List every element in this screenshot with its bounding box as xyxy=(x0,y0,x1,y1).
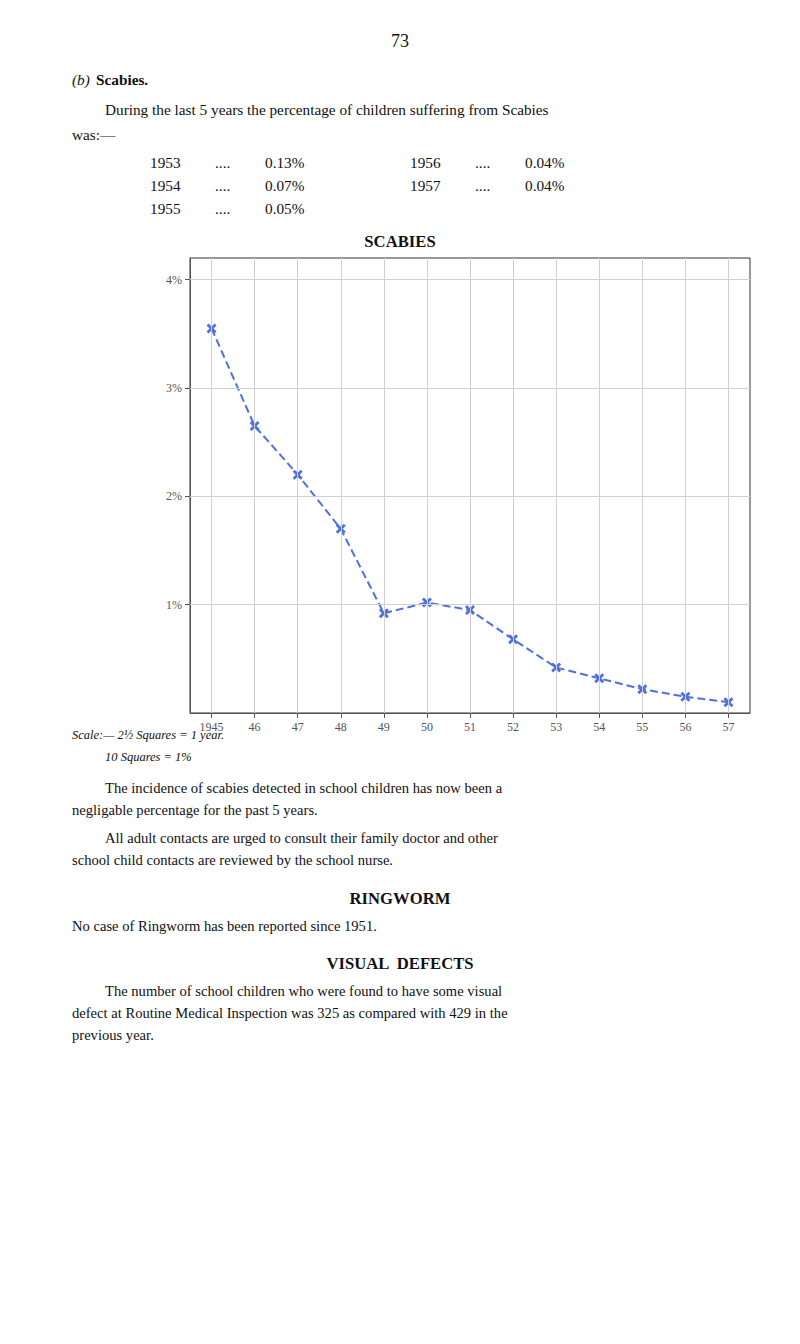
svg-text:0.07%: 0.07% xyxy=(265,177,305,194)
svg-text:No case of Ringworm has been r: No case of Ringworm has been reported si… xyxy=(72,918,377,934)
svg-text:1953: 1953 xyxy=(150,154,181,171)
svg-text:51: 51 xyxy=(464,720,476,734)
svg-text:56: 56 xyxy=(679,720,691,734)
svg-text:....: .... xyxy=(215,154,230,171)
svg-text:All adult contacts are urged t: All adult contacts are urged to consult … xyxy=(105,830,498,846)
svg-text:73: 73 xyxy=(391,31,409,51)
svg-text:(b): (b) xyxy=(72,71,90,89)
svg-text:1%: 1% xyxy=(166,598,182,612)
svg-text:Scabies.: Scabies. xyxy=(96,71,148,88)
svg-text:was:—: was:— xyxy=(72,126,116,143)
svg-text:10 Squares = 1%: 10 Squares = 1% xyxy=(105,750,192,764)
svg-text:2%: 2% xyxy=(166,489,182,503)
svg-text:55: 55 xyxy=(636,720,648,734)
svg-text:....: .... xyxy=(215,200,230,217)
svg-text:49: 49 xyxy=(378,720,390,734)
svg-text:The incidence of scabies detec: The incidence of scabies detected in sch… xyxy=(105,780,503,796)
svg-text:1954: 1954 xyxy=(150,177,181,194)
svg-text:46: 46 xyxy=(249,720,261,734)
svg-text:defect at Routine Medical Insp: defect at Routine Medical Inspection was… xyxy=(72,1005,508,1021)
svg-text:1945: 1945 xyxy=(200,720,224,734)
svg-text:3%: 3% xyxy=(166,381,182,395)
svg-text:RINGWORM: RINGWORM xyxy=(350,889,451,908)
svg-text:....: .... xyxy=(215,177,230,194)
svg-text:53: 53 xyxy=(550,720,562,734)
svg-text:previous year.: previous year. xyxy=(72,1027,154,1043)
svg-text:1955: 1955 xyxy=(150,200,181,217)
svg-text:VISUAL DEFECTS: VISUAL DEFECTS xyxy=(326,954,473,973)
svg-text:0.13%: 0.13% xyxy=(265,154,305,171)
svg-text:0.04%: 0.04% xyxy=(525,154,565,171)
svg-text:54: 54 xyxy=(593,720,605,734)
svg-text:1956: 1956 xyxy=(410,154,441,171)
svg-text:52: 52 xyxy=(507,720,519,734)
svg-text:47: 47 xyxy=(292,720,304,734)
svg-text:48: 48 xyxy=(335,720,347,734)
svg-text:negligable percentage for the: negligable percentage for the past 5 yea… xyxy=(72,802,318,818)
svg-text:1957: 1957 xyxy=(410,177,441,194)
svg-text:During the last 5 years the pe: During the last 5 years the percentage o… xyxy=(105,101,549,118)
svg-text:school child contacts are revi: school child contacts are reviewed by th… xyxy=(72,852,393,868)
svg-text:4%: 4% xyxy=(166,273,182,287)
svg-text:Scale:— 2½ Squares = 1 year.: Scale:— 2½ Squares = 1 year. xyxy=(72,727,224,742)
svg-text:0.05%: 0.05% xyxy=(265,200,305,217)
svg-text:0.04%: 0.04% xyxy=(525,177,565,194)
svg-text:The number of school children: The number of school children who were f… xyxy=(105,983,502,999)
svg-text:50: 50 xyxy=(421,720,433,734)
svg-text:....: .... xyxy=(475,154,490,171)
svg-text:57: 57 xyxy=(722,720,734,734)
svg-text:SCABIES: SCABIES xyxy=(364,232,435,251)
svg-text:....: .... xyxy=(475,177,490,194)
